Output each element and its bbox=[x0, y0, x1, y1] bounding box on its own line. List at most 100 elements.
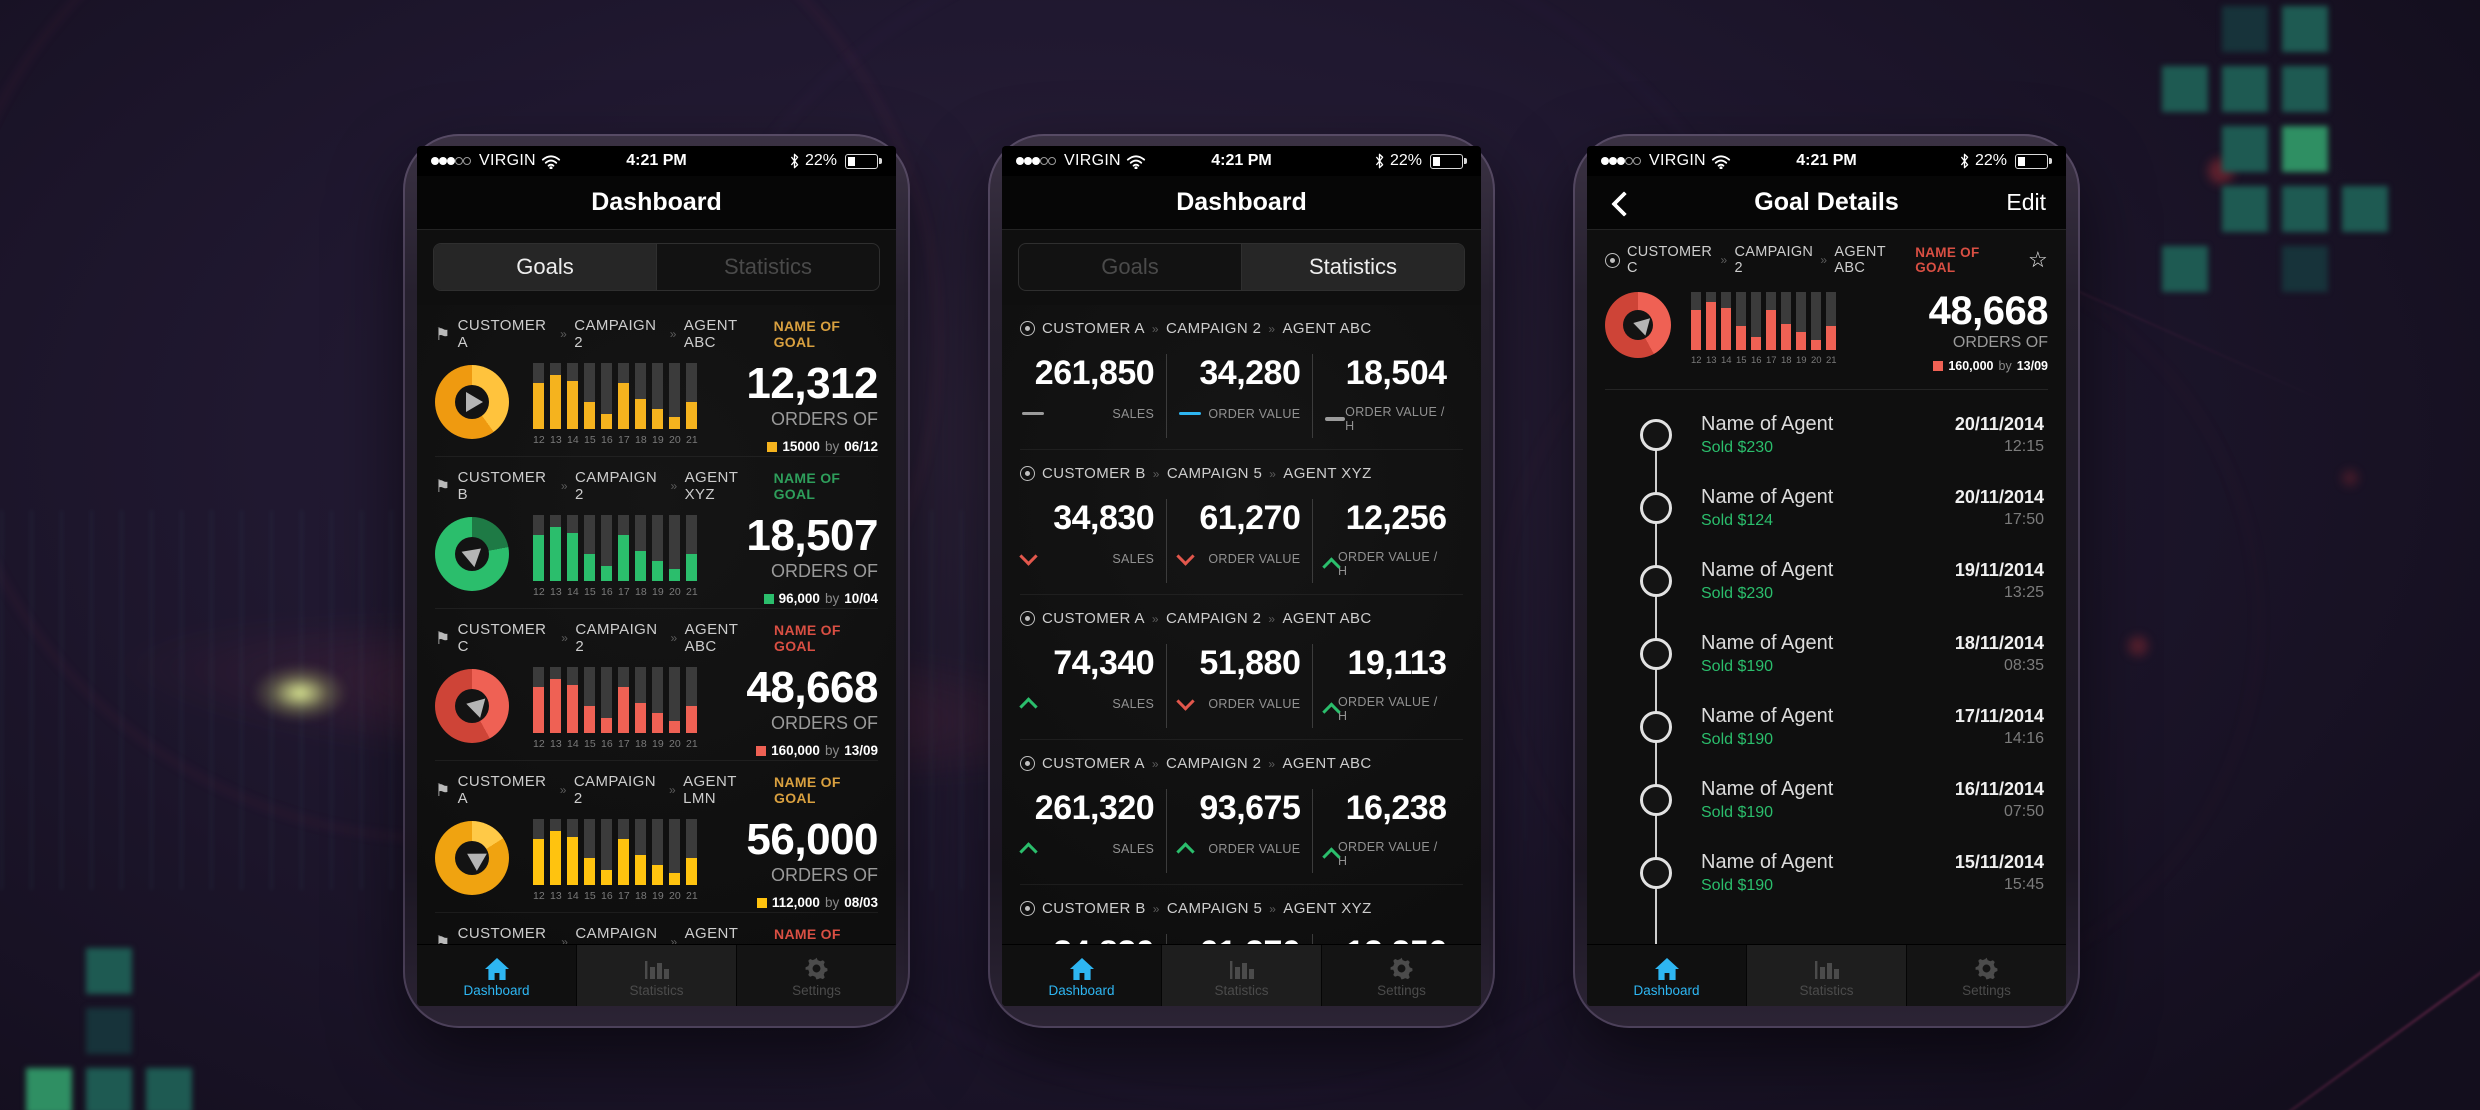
bar-fill bbox=[669, 721, 680, 733]
goal-value: 12,312 bbox=[746, 359, 878, 408]
statistics-row[interactable]: CUSTOMER A » CAMPAIGN 2 » AGENT ABC 74,340 SAL… bbox=[1019, 595, 1463, 740]
bar-chart-bars bbox=[533, 819, 697, 885]
tab-statistics[interactable]: Statistics bbox=[1162, 945, 1322, 1006]
tab-settings[interactable]: Settings bbox=[1322, 945, 1481, 1006]
bar-track bbox=[567, 515, 578, 581]
donut-chart bbox=[435, 669, 509, 743]
bar-label: 19 bbox=[652, 738, 664, 750]
tab-goals[interactable]: Goals bbox=[434, 244, 656, 290]
target-icon bbox=[1020, 756, 1035, 771]
carrier-label: VIRGIN bbox=[479, 152, 536, 169]
bar-fill bbox=[618, 687, 629, 733]
bar-label: 15 bbox=[1736, 355, 1747, 366]
timeline-item-info: Name of Agent Sold $190 bbox=[1701, 851, 1833, 895]
timeline-item[interactable]: Name of Agent Sold $230 20/11/2014 12:15 bbox=[1587, 398, 2066, 471]
tab-label: Statistics bbox=[629, 982, 684, 998]
timeline-item[interactable]: Name of Agent Sold $230 19/11/2014 13:25 bbox=[1587, 544, 2066, 617]
goal-card[interactable]: ⚑ CUSTOMER A » CAMPAIGN 2 » AGENT ABC NAME OF … bbox=[435, 305, 878, 457]
bar-fill bbox=[567, 533, 578, 581]
goal-summary: 12 13 14 15 16 17 18 19 20 21 48,668 ORDERS OF 16… bbox=[1587, 284, 2066, 373]
star-icon[interactable]: ☆ bbox=[2027, 247, 2048, 272]
trend-down-icon bbox=[1176, 547, 1195, 566]
arrow-icon bbox=[462, 845, 487, 871]
bottom-tab-bar: Dashboard Statistics Settings bbox=[1587, 944, 2066, 1006]
bar-label: 13 bbox=[550, 586, 562, 598]
bar-track bbox=[1706, 292, 1716, 350]
statistics-row[interactable]: CUSTOMER A » CAMPAIGN 2 » AGENT ABC 261,320 SA… bbox=[1019, 740, 1463, 885]
goal-card[interactable]: ⚑ CUSTOMER B » CAMPAIGN 2 » AGENT XYZ NAME OF … bbox=[435, 457, 878, 609]
edit-button[interactable]: Edit bbox=[2006, 189, 2046, 215]
goal-card[interactable]: ⚑ CUSTOMER C » CAMPAIGN 2 » AGENT ABC NAME OF … bbox=[435, 913, 878, 944]
timeline-item[interactable]: Name of Agent Sold $190 18/11/2014 08:35 bbox=[1587, 617, 2066, 690]
crumb-customer: CUSTOMER C bbox=[1627, 244, 1713, 276]
metric: 12,256 bbox=[1312, 934, 1458, 944]
tab-dashboard[interactable]: Dashboard bbox=[1587, 945, 1747, 1006]
goal-target-legend: 160,000 by 13/09 bbox=[1929, 359, 2048, 373]
goal-breadcrumb: CUSTOMER C » CAMPAIGN 2 » AGENT ABC NAME… bbox=[1587, 230, 2066, 284]
tab-settings[interactable]: Settings bbox=[737, 945, 896, 1006]
bar-label: 16 bbox=[601, 434, 613, 446]
tab-statistics[interactable]: Statistics bbox=[656, 244, 879, 290]
statistics-row[interactable]: CUSTOMER A » CAMPAIGN 2 » AGENT ABC 261,850 SA… bbox=[1020, 305, 1463, 450]
goal-caption: ORDERS OF bbox=[1952, 334, 2048, 351]
bar-track bbox=[1781, 292, 1791, 350]
crumb-agent: AGENT XYZ bbox=[1283, 900, 1372, 917]
screen-goals: VIRGIN 4:21 PM 22% Dashboard bbox=[417, 146, 896, 1006]
bar-track bbox=[533, 819, 544, 885]
crumb-campaign: CAMPAIGN 5 bbox=[1166, 900, 1263, 917]
tab-settings[interactable]: Settings bbox=[1907, 945, 2066, 1006]
donut-chart bbox=[435, 517, 509, 591]
gear-icon bbox=[1974, 954, 1999, 981]
tab-statistics[interactable]: Statistics bbox=[577, 945, 737, 1006]
goal-card[interactable]: ⚑ CUSTOMER A » CAMPAIGN 2 » AGENT LMN NAME OF … bbox=[435, 761, 878, 913]
timeline-node-icon bbox=[1640, 491, 1672, 524]
bar-track bbox=[584, 819, 595, 885]
tab-statistics[interactable]: Statistics bbox=[1241, 244, 1464, 290]
metric-label: ORDER VALUE bbox=[1208, 697, 1301, 711]
timeline-item[interactable]: Name of Agent Sold $190 15/11/2014 15:45 bbox=[1587, 836, 2066, 909]
carrier-label: VIRGIN bbox=[1649, 152, 1706, 169]
goal-card[interactable]: ⚑ CUSTOMER C » CAMPAIGN 2 » AGENT ABC NAME OF … bbox=[435, 609, 878, 761]
goal-caption: ORDERS OF bbox=[770, 713, 878, 733]
bar-track bbox=[533, 515, 544, 581]
metrics-row: 74,340 SALES 51,880 ORDER VALUE 19,113 ORDER … bbox=[1019, 644, 1463, 728]
tab-goals[interactable]: Goals bbox=[1101, 254, 1159, 279]
battery-percent: 22% bbox=[1974, 152, 2007, 169]
signal-icon bbox=[1601, 152, 1641, 170]
wifi-icon bbox=[541, 154, 561, 169]
trend-up-icon bbox=[1019, 842, 1038, 861]
metric-label: ORDER VALUE / H bbox=[1345, 405, 1445, 433]
bar-fill bbox=[1721, 308, 1731, 350]
timeline-item[interactable]: Name of Agent Sold $190 17/11/2014 14:16 bbox=[1587, 690, 2066, 763]
statistics-row[interactable]: CUSTOMER B » CAMPAIGN 5 » AGENT XYZ 34,830 61,… bbox=[1020, 885, 1463, 944]
battery-icon bbox=[2015, 153, 2052, 169]
goal-target-legend: 112,000 by 08/03 bbox=[746, 895, 878, 910]
tab-statistics[interactable]: Statistics bbox=[1747, 945, 1907, 1006]
bar-chart-labels: 12 13 14 15 16 17 18 19 20 21 bbox=[1691, 355, 1837, 366]
metric-label: SALES bbox=[1112, 552, 1155, 566]
timeline-item[interactable]: Name of Agent Sold $124 20/11/2014 17:50 bbox=[1587, 471, 2066, 544]
bar-track bbox=[584, 515, 595, 581]
statistics-row-header: CUSTOMER A » CAMPAIGN 2 » AGENT ABC bbox=[1020, 755, 1463, 772]
bar-label: 21 bbox=[686, 738, 698, 750]
crumb-separator: » bbox=[1151, 756, 1159, 771]
bar-track bbox=[550, 667, 561, 733]
bar-track bbox=[669, 363, 680, 429]
metric-label: ORDER VALUE / H bbox=[1338, 840, 1438, 868]
trend-up-icon bbox=[1019, 697, 1038, 716]
page-title: Goal Details bbox=[1754, 188, 1899, 216]
bg-red-dot bbox=[2208, 158, 2234, 184]
crumb-separator: » bbox=[560, 327, 568, 341]
tab-dashboard[interactable]: Dashboard bbox=[1002, 945, 1162, 1006]
crumb-separator: » bbox=[1269, 901, 1277, 916]
tab-dashboard[interactable]: Dashboard bbox=[417, 945, 577, 1006]
bar-fill bbox=[550, 526, 561, 581]
statistics-row[interactable]: CUSTOMER B » CAMPAIGN 5 » AGENT XYZ 34,830 SAL… bbox=[1019, 450, 1463, 595]
timeline-item[interactable]: Name of Agent Sold $190 16/11/2014 07:50 bbox=[1587, 763, 2066, 836]
bar-track bbox=[686, 363, 697, 429]
bar-label: 13 bbox=[550, 434, 562, 446]
segmented-control: Goals Statistics bbox=[433, 243, 880, 291]
back-button[interactable] bbox=[1609, 191, 1635, 217]
bar-track bbox=[686, 819, 697, 885]
tab-label: Settings bbox=[1962, 982, 2011, 998]
